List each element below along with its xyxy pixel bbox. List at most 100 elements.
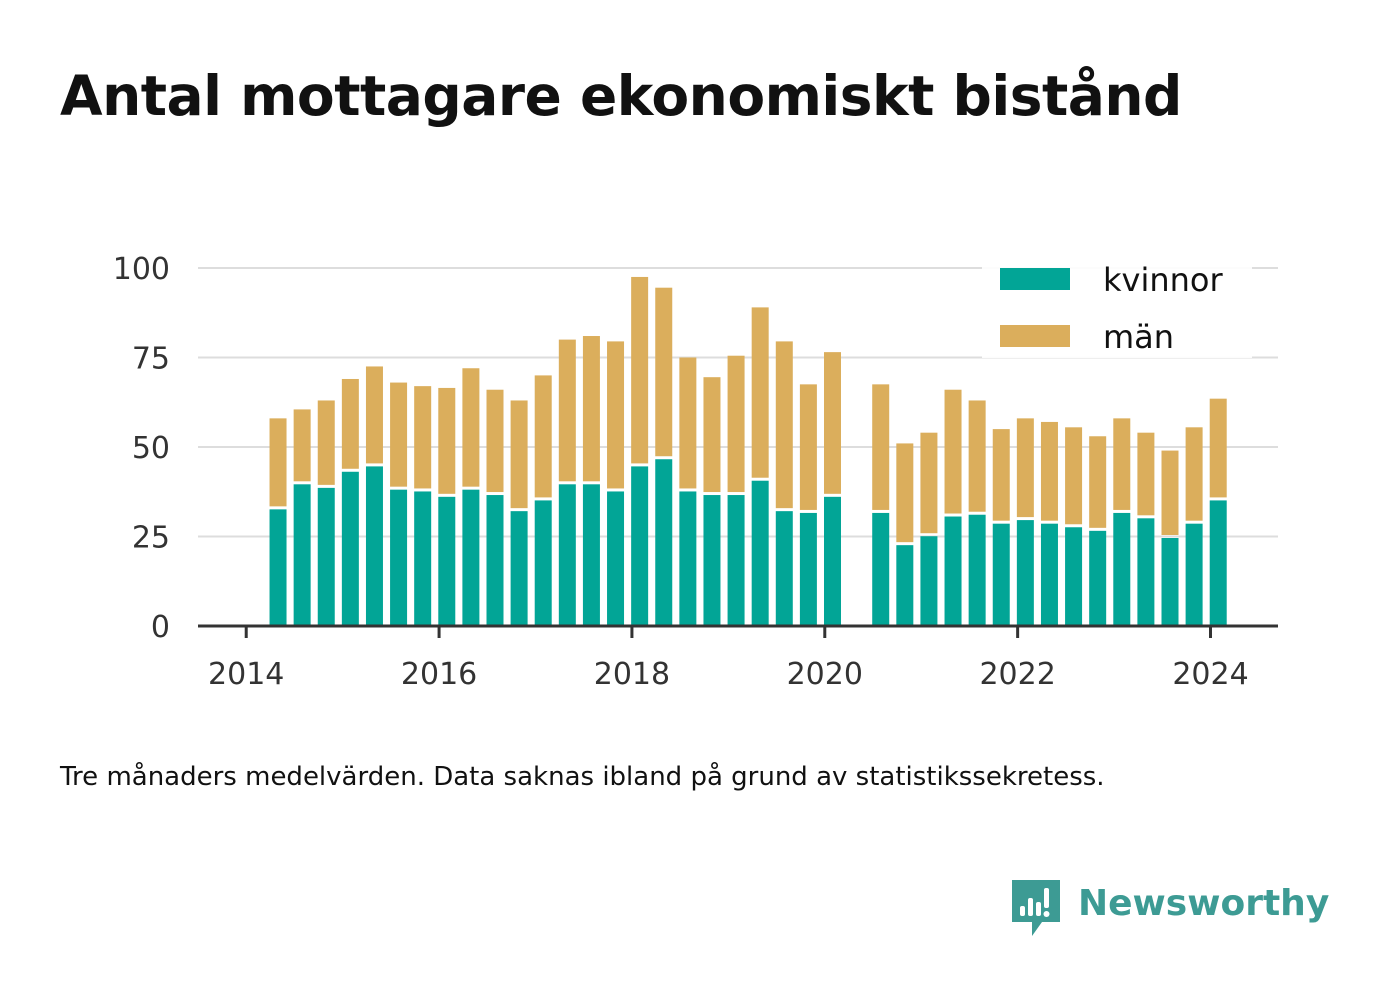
bar-kvinnor (582, 484, 600, 626)
bar-man (341, 378, 359, 469)
bar-kvinnor (607, 491, 625, 626)
bar-man (365, 366, 383, 464)
bar-man (607, 341, 625, 489)
y-tick-label: 0 (151, 610, 170, 645)
bar-kvinnor (679, 491, 697, 626)
bar-man (703, 377, 721, 493)
bar-man (799, 384, 817, 510)
bar-kvinnor (534, 500, 552, 626)
bar-man (293, 409, 311, 482)
bar-man (655, 287, 673, 457)
bar-man (1065, 427, 1083, 525)
x-tick-label: 2020 (787, 657, 863, 692)
bar-kvinnor (1185, 523, 1203, 626)
bar-man (390, 382, 408, 487)
y-tick-label: 75 (132, 342, 170, 377)
bar-man (1113, 418, 1131, 510)
x-tick-labels: 2014 2016 2018 2020 2022 2024 (208, 657, 1249, 692)
brand-name: Newsworthy (1078, 883, 1330, 924)
bar-kvinnor (799, 512, 817, 626)
x-tick-label: 2024 (1172, 657, 1248, 692)
bar-man (510, 400, 528, 509)
bar-kvinnor (727, 495, 745, 626)
bar-man (920, 432, 938, 534)
bar-man (317, 400, 335, 485)
x-tick-label: 2016 (401, 657, 477, 692)
bar-kvinnor (341, 471, 359, 626)
bar-man (1137, 432, 1155, 516)
bar-kvinnor (1161, 538, 1179, 626)
bar-man (269, 418, 287, 507)
bar-kvinnor (968, 514, 986, 626)
bar-man (1185, 427, 1203, 521)
bar-kvinnor (510, 511, 528, 626)
bar-man (896, 443, 914, 543)
bar-kvinnor (1016, 520, 1034, 626)
axes (198, 624, 1278, 638)
bar-kvinnor (414, 491, 432, 626)
bar-kvinnor (1065, 527, 1083, 626)
y-tick-label: 50 (132, 431, 170, 466)
bar-man (1161, 450, 1179, 535)
bar-man (438, 387, 456, 494)
newsworthy-logo-icon (1012, 880, 1060, 936)
bar-kvinnor (365, 466, 383, 626)
bar-kvinnor (462, 489, 480, 626)
bars (269, 276, 1227, 626)
bar-kvinnor (438, 496, 456, 626)
bar-kvinnor (486, 495, 504, 626)
bar-kvinnor (631, 466, 649, 626)
legend-label: kvinnor (1103, 261, 1224, 299)
bar-man (751, 307, 769, 478)
bar-kvinnor (1113, 512, 1131, 626)
bar-man (1040, 421, 1058, 521)
bar-man (1209, 398, 1227, 498)
bar-man (462, 368, 480, 487)
x-tick-label: 2022 (979, 657, 1055, 692)
legend-swatch (1000, 325, 1070, 347)
bar-kvinnor (390, 489, 408, 626)
bar-kvinnor (872, 512, 890, 626)
bar-kvinnor (1137, 518, 1155, 626)
bar-man (631, 276, 649, 464)
legend-swatch (1000, 268, 1070, 290)
bar-kvinnor (775, 511, 793, 626)
bar-kvinnor (293, 484, 311, 626)
bar-kvinnor (944, 516, 962, 626)
bar-man (992, 429, 1010, 521)
bar-kvinnor (824, 496, 841, 626)
bar-man (824, 352, 841, 494)
chart-note: Tre månaders medelvärden. Data saknas ib… (60, 762, 1105, 792)
bar-man (486, 389, 504, 493)
x-tick-label: 2014 (208, 657, 284, 692)
y-tick-label: 25 (132, 521, 170, 556)
bar-kvinnor (751, 480, 769, 626)
legend-label: män (1103, 318, 1174, 356)
bar-man (679, 357, 697, 489)
legend: kvinnor män (982, 261, 1252, 358)
bar-kvinnor (558, 484, 576, 626)
bar-man (944, 389, 962, 514)
bar-kvinnor (992, 523, 1010, 626)
x-tick-label: 2018 (594, 657, 670, 692)
bar-man (534, 375, 552, 498)
bar-kvinnor (1209, 500, 1227, 626)
bar-man (727, 355, 745, 493)
bar-kvinnor (920, 536, 938, 626)
bar-kvinnor (703, 495, 721, 626)
bar-man (1089, 436, 1107, 528)
bar-kvinnor (317, 487, 335, 626)
chart-title: Antal mottagare ekonomiskt bistånd (60, 64, 1182, 128)
brand: Newsworthy (1010, 876, 1329, 940)
bar-kvinnor (1040, 523, 1058, 626)
bar-man (872, 384, 890, 510)
bar-kvinnor (896, 545, 914, 626)
bar-kvinnor (269, 509, 287, 626)
bar-kvinnor (655, 459, 673, 626)
bar-man (775, 341, 793, 509)
bar-man (968, 400, 986, 512)
y-tick-labels: 0 25 50 75 100 (113, 252, 170, 645)
bar-man (1016, 418, 1034, 518)
bar-man (582, 336, 600, 482)
